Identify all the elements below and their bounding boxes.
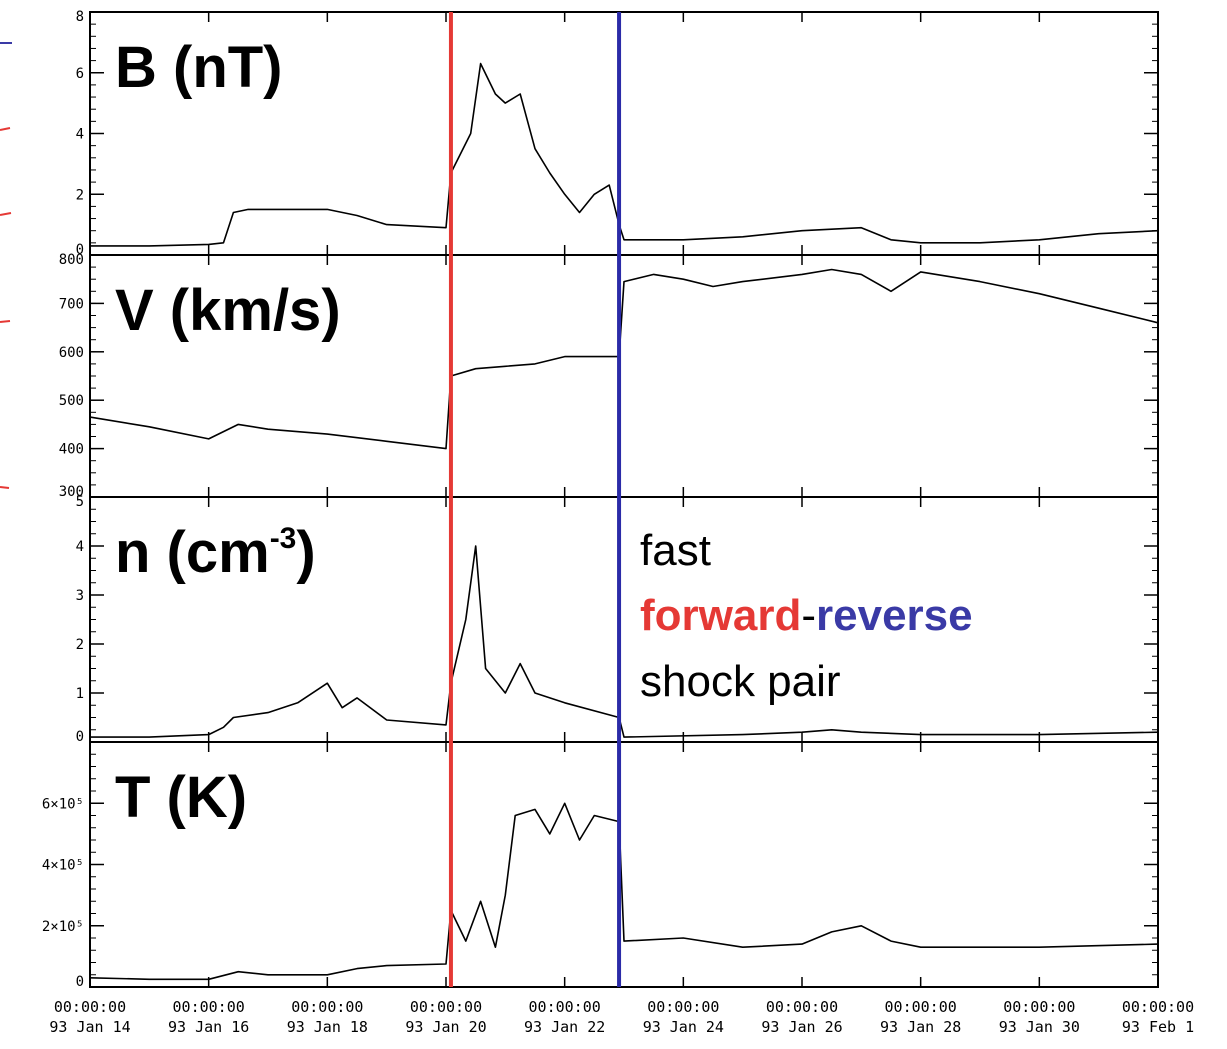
panel-n-tick-label: 1 [76,686,84,702]
panel-V-series-line [89,268,1159,450]
panel-n-label-sup: -3 [270,522,297,555]
panel-n-tick-label: 2 [76,637,84,653]
panel-n-tick-label: 4 [76,539,84,555]
annotation-forward: forward [640,591,801,640]
x-tick-time-label: 00:00:00 [647,998,719,1016]
panel-n-tick-label: 5 [76,494,84,510]
x-axis: 00:00:00 93 Jan 14 00:00:00 93 Jan 16 00:00:… [49,998,1194,1036]
panel-T-tick-label: 0 [76,974,84,990]
panel-n-tick-label: 0 [76,729,84,745]
panel-B-tick-label: 6 [76,66,84,82]
x-tick-date-label: 93 Jan 30 [999,1018,1080,1036]
x-tick-date-label: 93 Jan 24 [643,1018,724,1036]
panel-T-label: T (K) [115,765,247,830]
shock-markers [448,12,622,987]
panel-B-series-line [90,62,1159,247]
panel-n-series-line [90,545,1159,738]
panel-B: 0 2 4 6 8 B (nT) [76,9,1159,258]
panel-V-tick-label: 300 [59,484,84,500]
panel-n: 0 1 2 3 4 5 n (cm-3) [76,494,1159,745]
panel-V-tick-label: 500 [59,393,84,409]
x-tick-time-label: 00:00:00 [173,998,245,1016]
panel-V-tick-label: 800 [59,252,84,268]
panels: 0 2 4 6 8 B (nT) 300 400 500 600 700 800 V (km/s) 0 1 2… [42,9,1159,990]
x-tick-date-label: 93 Jan 14 [49,1018,130,1036]
panel-V: 300 400 500 600 700 800 V (km/s) [59,252,1159,500]
panel-n-label-close: ) [296,520,315,585]
x-tick-time-label: 00:00:00 [885,998,957,1016]
x-tick-time-label: 00:00:00 [410,998,482,1016]
panel-n-tick-label: 3 [76,588,84,604]
panel-B-tick-label: 2 [76,187,84,203]
panel-B-tick-label: 4 [76,127,84,143]
x-tick-date-label: 93 Feb 1 [1122,1018,1194,1036]
x-tick-date-label: 93 Jan 28 [880,1018,961,1036]
panel-V-tick-label: 600 [59,345,84,361]
panel-T: 0 2×10⁵ 4×10⁵ 6×10⁵ T (K) [42,741,1159,990]
x-tick-date-label: 93 Jan 22 [524,1018,605,1036]
x-tick-time-label: 00:00:00 [766,998,838,1016]
x-tick-date-label: 93 Jan 20 [405,1018,486,1036]
annotation-line-forward-reverse: forward-reverse [640,591,973,640]
panel-T-tick-label: 6×10⁵ [42,796,84,812]
panel-T-tick-label: 4×10⁵ [42,858,84,874]
x-tick-time-label: 00:00:00 [529,998,601,1016]
x-tick-date-label: 93 Jan 26 [761,1018,842,1036]
annotation-line-shock-pair: shock pair [640,657,841,706]
annotation-reverse: reverse [816,591,973,640]
panel-B-tick-label: 0 [76,242,84,258]
panel-T-series-line [89,802,1159,981]
panel-n-label: n (cm-3) [115,520,316,585]
panel-T-tick-label: 2×10⁵ [42,919,84,935]
panel-V-tick-label: 400 [59,442,84,458]
panel-V-tick-label: 700 [59,296,84,312]
x-tick-date-label: 93 Jan 18 [287,1018,368,1036]
panel-T-frame [89,741,1159,988]
left-edge-fragments [0,42,12,489]
x-tick-time-label: 00:00:00 [54,998,126,1016]
panel-B-label: B (nT) [115,35,283,100]
panel-B-tick-label: 8 [76,9,84,25]
x-tick-date-label: 93 Jan 16 [168,1018,249,1036]
annotation-dash: - [801,591,816,640]
annotation-line-fast: fast [640,526,711,575]
x-tick-time-label: 00:00:00 [291,998,363,1016]
panel-V-label: V (km/s) [115,278,341,343]
x-tick-time-label: 00:00:00 [1003,998,1075,1016]
x-tick-time-label: 00:00:00 [1122,998,1194,1016]
